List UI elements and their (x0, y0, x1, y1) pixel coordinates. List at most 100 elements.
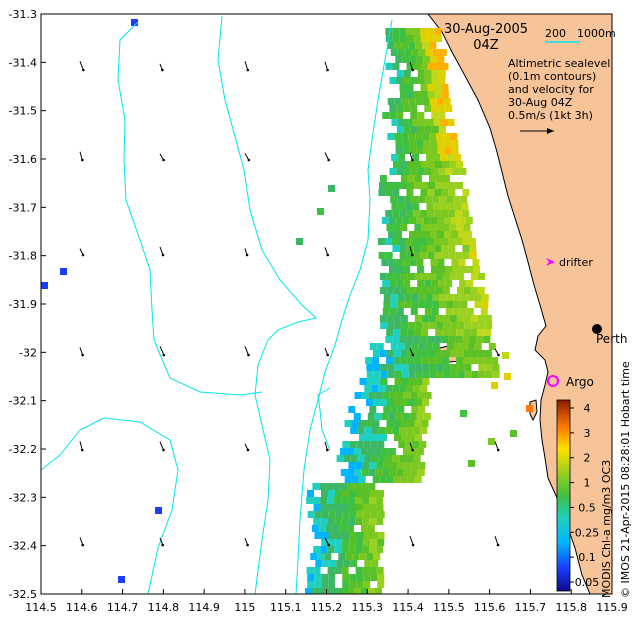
chl-pixel (405, 441, 413, 448)
chl-pixel (397, 294, 405, 301)
velocity-arrows (79, 61, 500, 547)
chl-pixel (466, 266, 473, 273)
chl-pixel (423, 56, 431, 63)
chl-pixel (457, 371, 465, 378)
chl-pixel (413, 238, 420, 245)
chl-pixel (355, 546, 363, 553)
chl-pixel (393, 357, 401, 364)
chl-pixel (393, 329, 401, 336)
chl-pixel (414, 350, 422, 357)
chl-pixel (399, 336, 407, 343)
chl-pixel (481, 301, 489, 308)
chl-pixel (320, 497, 328, 504)
chl-pixel (417, 266, 424, 273)
chl-pixel (395, 140, 403, 147)
chl-pixel (386, 350, 394, 357)
chl-pixel (392, 385, 400, 392)
chl-pixel (442, 224, 450, 231)
velocity-arrow (159, 441, 164, 451)
chl-pixel (449, 315, 457, 322)
chl-pixel (354, 483, 362, 490)
chl-pixel (340, 469, 348, 476)
velocity-arrow-head (81, 353, 84, 357)
chl-pixel (428, 273, 436, 280)
chl-pixel (404, 294, 412, 301)
chl-pixel (377, 581, 385, 588)
chl-pixel (349, 581, 357, 588)
chl-pixel (422, 364, 430, 371)
chl-pixel (396, 77, 404, 84)
chl-pixel (353, 413, 361, 420)
chl-pixel (393, 161, 400, 168)
velocity-arrow-head (411, 68, 414, 72)
chl-pixel (329, 560, 337, 567)
chl-pixel (447, 203, 455, 210)
chl-pixel (424, 308, 432, 315)
velocity-arrow-head (496, 448, 500, 452)
y-tick-label: -32 (19, 346, 37, 359)
chl-pixel (327, 518, 335, 525)
chl-pixel (320, 504, 328, 511)
chl-pixel (396, 280, 404, 287)
chl-pixel (372, 420, 380, 427)
chl-pixel (460, 196, 468, 203)
contour-shelf (317, 387, 331, 451)
chl-pixel (414, 357, 422, 364)
y-tick-label: -32.3 (9, 491, 37, 504)
colorbar-label: 0.1 (578, 551, 596, 564)
chl-pixel (342, 532, 350, 539)
velocity-arrow-head (411, 158, 414, 162)
chl-pixel (435, 224, 443, 231)
chl-pixel (423, 231, 430, 238)
chl-pixel (321, 490, 328, 497)
chl-pixel (436, 98, 444, 105)
chl-pixel (392, 238, 399, 245)
chl-pixel (445, 168, 453, 175)
modis-credit: MODIS Chl-a mg/m3 OC3 (600, 460, 613, 598)
chl-pixel (418, 406, 426, 413)
chl-pixel (420, 427, 428, 434)
chl-pixel (386, 357, 394, 364)
chl-pixel (423, 140, 431, 147)
chl-pixel (408, 399, 415, 406)
chl-pixel (435, 182, 442, 189)
chl-pixel (470, 287, 478, 294)
chl-pixel (456, 357, 464, 364)
chl-pixel (367, 448, 375, 455)
chl-pixel (306, 497, 314, 504)
chl-pixel (418, 462, 426, 469)
chl-pixel (339, 525, 347, 532)
chl-pixel (336, 455, 344, 462)
chl-pixel (332, 525, 340, 532)
chl-pixel (349, 539, 357, 546)
chl-pixel (421, 357, 429, 364)
chl-pixel (356, 511, 364, 518)
chl-pixel (473, 266, 480, 273)
chl-pixel (313, 546, 321, 553)
chl-pixel (390, 462, 398, 469)
chl-pixel (387, 133, 395, 140)
chl-pixel (474, 301, 482, 308)
chl-pixel (401, 322, 409, 329)
chl-pixel (435, 315, 443, 322)
chl-pixel (438, 126, 446, 133)
chl-pixel (434, 210, 442, 217)
chl-pixel (391, 119, 399, 126)
chl-pixel (343, 560, 351, 567)
velocity-arrow (79, 347, 84, 356)
chl-pixel (348, 497, 356, 504)
chl-pixel (456, 350, 464, 357)
chl-pixel (402, 147, 410, 154)
chl-pixel (378, 427, 386, 434)
chl-pixel (373, 553, 381, 560)
chl-pixel (397, 343, 405, 350)
chl-pixel (414, 161, 421, 168)
chl-pixel (406, 336, 414, 343)
chl-pixel (383, 406, 391, 413)
chl-pixel (413, 336, 421, 343)
chl-pixel (389, 308, 397, 315)
chl-pixel (448, 238, 455, 245)
chl-pixel (411, 462, 419, 469)
chl-pixel (484, 350, 492, 357)
chl-pixel (317, 208, 324, 215)
